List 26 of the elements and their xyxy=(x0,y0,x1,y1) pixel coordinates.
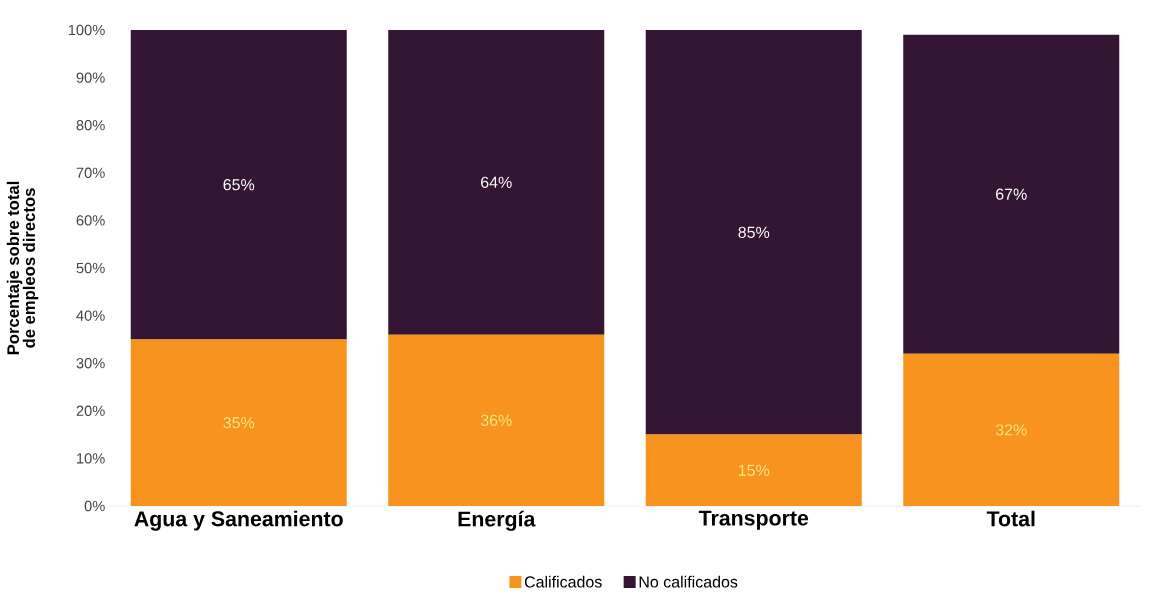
x-tick-label: Agua y Saneamiento xyxy=(134,510,343,531)
legend-label: No calificados xyxy=(639,575,738,588)
y-tick-label: 20% xyxy=(76,405,105,416)
y-tick-label: 0% xyxy=(84,500,105,512)
legend-label: Calificados xyxy=(524,575,602,588)
y-tick-label: 30% xyxy=(76,358,105,369)
data-label: 32% xyxy=(995,424,1027,436)
data-label: 65% xyxy=(223,179,255,191)
data-label: 36% xyxy=(480,414,512,426)
y-tick-label: 60% xyxy=(76,215,105,226)
data-label: 67% xyxy=(996,188,1027,200)
y-tick-label: 70% xyxy=(76,167,105,178)
y-tick-label: 50% xyxy=(76,262,105,274)
data-label: 35% xyxy=(223,417,255,429)
y-axis-title: Porcentaje sobre total de empleos directos xyxy=(6,181,39,355)
y-tick-label: 80% xyxy=(76,120,105,131)
data-label: 64% xyxy=(481,176,512,188)
x-tick-label: Total xyxy=(986,510,1035,527)
y-tick-label: 10% xyxy=(77,453,105,464)
x-tick-label: Energía xyxy=(458,510,536,531)
y-tick-label: 90% xyxy=(76,72,105,83)
data-label: 85% xyxy=(738,226,770,238)
y-tick-label: 100% xyxy=(68,24,105,36)
data-label: 15% xyxy=(738,464,770,476)
x-tick-label: Transporte xyxy=(698,510,809,530)
y-tick-label: 40% xyxy=(76,310,105,321)
